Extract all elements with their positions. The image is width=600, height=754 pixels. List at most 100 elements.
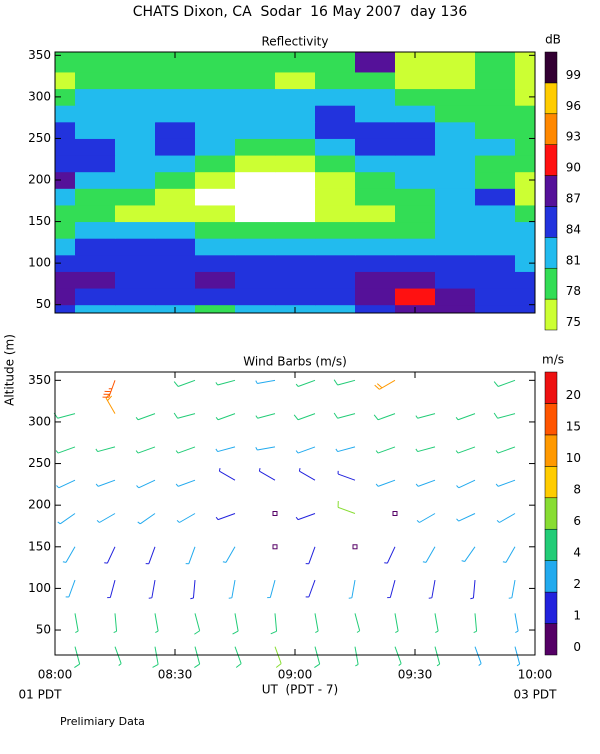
wind-barb (95, 446, 116, 453)
wind-barb (148, 580, 156, 599)
contour-cell (395, 204, 436, 223)
contour-cell (55, 271, 76, 289)
contour-cell (355, 105, 396, 123)
colorbar-box (544, 144, 558, 176)
contour-cell (395, 155, 436, 173)
wind-barb (175, 446, 196, 454)
wind-barb (176, 513, 196, 523)
wind-barb (145, 546, 156, 565)
colorbar-box (544, 51, 558, 84)
contour-cell (315, 155, 356, 173)
contour-cell (395, 171, 436, 189)
contour-cell (395, 52, 436, 73)
contour-cell (195, 52, 236, 73)
chart-title: CHATS Dixon, CA Sodar 16 May 2007 day 13… (133, 4, 468, 20)
wind-barb (293, 413, 316, 421)
colorbar-title: dB (545, 33, 561, 47)
wind-barb (387, 579, 396, 599)
contour-cell (55, 105, 76, 123)
contour-cell (155, 52, 196, 73)
contour-cell (75, 221, 116, 239)
wind-barb (335, 446, 356, 453)
contour-cell (275, 71, 316, 90)
contour-cell (115, 238, 156, 256)
wind-barb (228, 580, 236, 599)
contour-cell (75, 254, 116, 272)
colorbar-box (544, 466, 558, 499)
colorbar-label: 90 (566, 161, 581, 175)
contour-cell (55, 52, 76, 73)
contour-cell (515, 138, 536, 156)
contour-cell (435, 271, 476, 289)
contour-cell (235, 88, 276, 106)
contour-cell (275, 171, 316, 189)
contour-cell (115, 121, 156, 139)
contour-cell (235, 105, 276, 123)
contour-cell (435, 188, 476, 206)
contour-cell (235, 188, 276, 206)
contour-cell (195, 138, 236, 156)
x-left-note: 01 PDT (19, 688, 63, 702)
contour-cell (155, 271, 196, 289)
contour-cell (235, 304, 276, 314)
contour-cell (195, 171, 236, 189)
contour-cell (515, 171, 536, 189)
wind-barb (105, 392, 116, 414)
contour-cell (55, 204, 76, 223)
y-tick-label: 50 (36, 297, 51, 311)
contour-cell (115, 171, 156, 189)
wind-barb (455, 446, 476, 454)
wind-barb (337, 501, 356, 514)
colorbar-box (544, 591, 558, 624)
contour-cell (275, 238, 316, 256)
wind-barb (175, 479, 196, 487)
panel-title: Reflectivity (261, 35, 328, 49)
wind-barb (374, 379, 396, 390)
plot-frame (54, 371, 536, 656)
wind-barb (96, 513, 116, 523)
contour-cell (475, 88, 516, 106)
wind-barb (415, 446, 436, 453)
colorbar-label: 20 (566, 388, 581, 402)
contour-cell (435, 254, 476, 272)
wind-barb (56, 479, 76, 489)
contour-cell (275, 204, 316, 223)
contour-cell (395, 71, 436, 90)
wind-barb (514, 646, 521, 667)
wind-barb (194, 613, 201, 635)
colorbar-label: 78 (566, 284, 581, 298)
wind-barb (455, 413, 476, 421)
contour-cell (115, 288, 156, 306)
contour-cell (435, 304, 476, 314)
contour-cell (315, 105, 356, 123)
contour-cell (475, 221, 516, 239)
x-tick-label: 10:00 (518, 668, 553, 682)
wind-barb (415, 413, 436, 419)
contour-cell (355, 171, 396, 189)
y-tick-label: 350 (28, 48, 51, 62)
contour-cell (435, 88, 476, 106)
wind-barb (234, 646, 242, 668)
contour-cell (155, 238, 196, 256)
contour-cell (195, 288, 236, 306)
contour-cell (355, 138, 396, 156)
contour-cell (515, 188, 536, 206)
wind-barb (218, 468, 236, 481)
wind-barb (474, 646, 482, 666)
contour-cell (435, 221, 476, 239)
wind-barb (354, 613, 361, 633)
wind-barb (215, 379, 236, 386)
contour-cell (515, 238, 536, 256)
contour-cell (475, 304, 516, 314)
contour-cell (275, 121, 316, 139)
contour-cell (75, 52, 116, 73)
contour-cell (75, 238, 116, 256)
contour-cell (515, 204, 536, 223)
contour-cell (355, 204, 396, 223)
colorbar-box (544, 403, 558, 436)
colorbar-label: 10 (566, 451, 581, 465)
footnote: Prelimiary Data (60, 715, 145, 728)
contour-cell (115, 71, 156, 90)
wind-barb (314, 646, 321, 668)
contour-cell (355, 254, 396, 272)
